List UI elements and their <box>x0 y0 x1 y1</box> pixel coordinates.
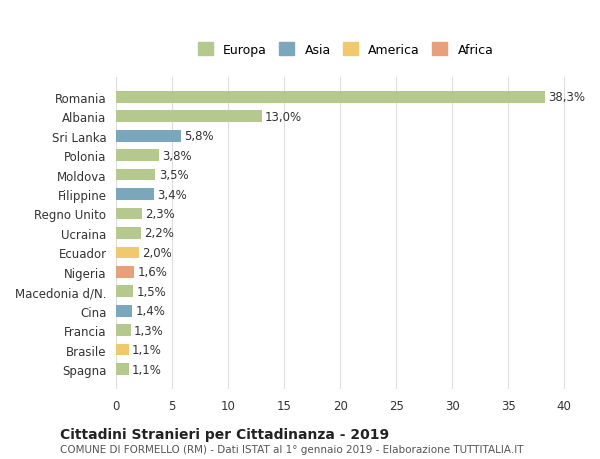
Bar <box>116 169 155 181</box>
Text: 3,8%: 3,8% <box>162 149 192 162</box>
Bar <box>116 247 139 259</box>
Bar <box>116 228 141 239</box>
Text: 1,5%: 1,5% <box>136 285 166 298</box>
Bar <box>116 92 545 103</box>
Text: 1,4%: 1,4% <box>135 305 165 318</box>
Bar <box>116 150 159 162</box>
Text: 13,0%: 13,0% <box>265 111 302 123</box>
Legend: Europa, Asia, America, Africa: Europa, Asia, America, Africa <box>198 43 493 57</box>
Bar <box>116 364 128 375</box>
Text: 3,5%: 3,5% <box>159 169 188 182</box>
Text: 2,0%: 2,0% <box>142 246 172 259</box>
Text: COMUNE DI FORMELLO (RM) - Dati ISTAT al 1° gennaio 2019 - Elaborazione TUTTITALI: COMUNE DI FORMELLO (RM) - Dati ISTAT al … <box>60 444 523 454</box>
Bar <box>116 344 128 356</box>
Text: 1,1%: 1,1% <box>132 363 162 376</box>
Bar <box>116 111 262 123</box>
Bar <box>116 325 131 336</box>
Text: 5,8%: 5,8% <box>185 130 214 143</box>
Text: 1,3%: 1,3% <box>134 324 164 337</box>
Bar <box>116 305 132 317</box>
Text: 2,3%: 2,3% <box>145 207 175 220</box>
Text: 1,6%: 1,6% <box>137 266 167 279</box>
Bar <box>116 131 181 142</box>
Text: Cittadini Stranieri per Cittadinanza - 2019: Cittadini Stranieri per Cittadinanza - 2… <box>60 427 389 441</box>
Bar <box>116 189 154 201</box>
Bar <box>116 286 133 297</box>
Text: 1,1%: 1,1% <box>132 343 162 356</box>
Bar <box>116 266 134 278</box>
Text: 3,4%: 3,4% <box>158 188 187 201</box>
Text: 2,2%: 2,2% <box>144 227 174 240</box>
Text: 38,3%: 38,3% <box>548 91 586 104</box>
Bar <box>116 208 142 220</box>
